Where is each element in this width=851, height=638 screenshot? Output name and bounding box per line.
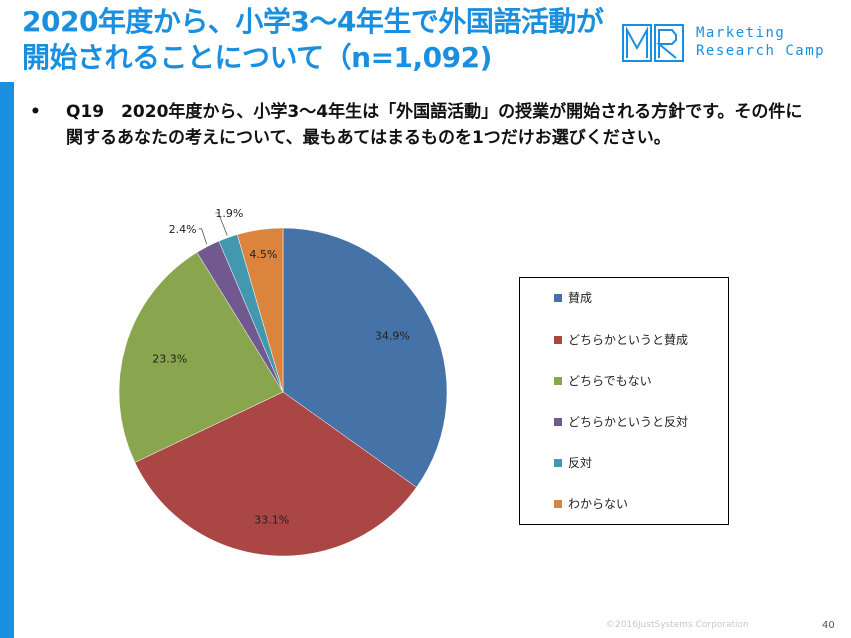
legend-label-neutral: どちらでもない bbox=[568, 374, 652, 388]
legend-item-somewhat-agree: どちらかというと賛成 bbox=[554, 332, 688, 348]
question-bullet: • bbox=[30, 102, 41, 122]
question-text: Q19 2020年度から、小学3～4年生は「外国語活動」の授業が開始される方針で… bbox=[66, 102, 803, 148]
data-label-dont-know: 4.5% bbox=[249, 248, 277, 261]
title-band bbox=[0, 0, 615, 82]
left-accent-bar bbox=[0, 0, 14, 638]
logo-line-1: Marketing bbox=[696, 25, 786, 41]
legend-swatch-dont-know bbox=[554, 499, 562, 508]
data-label-somewhat-agree: 33.1% bbox=[254, 513, 289, 526]
legend-item-agree: 賛成 bbox=[554, 290, 592, 306]
pie-slice-somewhat-agree bbox=[134, 391, 417, 557]
legend-swatch-somewhat-agree bbox=[554, 335, 562, 344]
page-number: 40 bbox=[822, 620, 835, 631]
pie-slice-agree bbox=[282, 227, 448, 488]
copyright-text: ©2016JustSystems Corporation bbox=[606, 620, 749, 630]
legend-label-agree: 賛成 bbox=[568, 291, 593, 305]
legend-label-somewhat-agree: どちらかというと賛成 bbox=[568, 333, 689, 347]
data-label-disagree: 1.9% bbox=[215, 207, 243, 220]
data-label-neutral: 23.3% bbox=[152, 353, 187, 366]
pie-slice-neutral bbox=[118, 252, 284, 463]
logo-line-2: Research Camp bbox=[696, 43, 826, 59]
legend-swatch-somewhat-disagree bbox=[554, 417, 562, 426]
chart-legend: 賛成どちらかというと賛成 どちらでもないどちらかというと反対 反対わからない bbox=[519, 277, 729, 525]
legend-label-somewhat-disagree: どちらかというと反対 bbox=[568, 415, 689, 429]
legend-swatch-disagree bbox=[554, 458, 562, 467]
page-title: 2020年度から、小学3～4年生で外国語活動が開始されることについて（n=1,0… bbox=[22, 5, 604, 74]
logo-text: Marketing Research Camp bbox=[696, 24, 825, 60]
legend-item-neutral: どちらでもない bbox=[554, 373, 652, 389]
data-label-somewhat-disagree: 2.4% bbox=[169, 223, 197, 236]
legend-swatch-agree bbox=[554, 293, 562, 302]
data-label-agree: 34.9% bbox=[375, 330, 410, 343]
leader-line-disagree bbox=[215, 212, 228, 236]
legend-item-somewhat-disagree: どちらかというと反対 bbox=[554, 414, 688, 430]
legend-swatch-neutral bbox=[554, 376, 562, 385]
legend-label-dont-know: わからない bbox=[568, 497, 629, 511]
brand-logo: Marketing Research Camp bbox=[622, 22, 842, 66]
mr-logo-icon bbox=[622, 24, 684, 62]
legend-label-disagree: 反対 bbox=[568, 456, 593, 470]
pie-slice-dont-know bbox=[236, 227, 284, 393]
leader-line-somewhat-disagree bbox=[198, 228, 208, 245]
legend-item-disagree: 反対 bbox=[554, 455, 592, 471]
legend-item-dont-know: わからない bbox=[554, 496, 628, 512]
